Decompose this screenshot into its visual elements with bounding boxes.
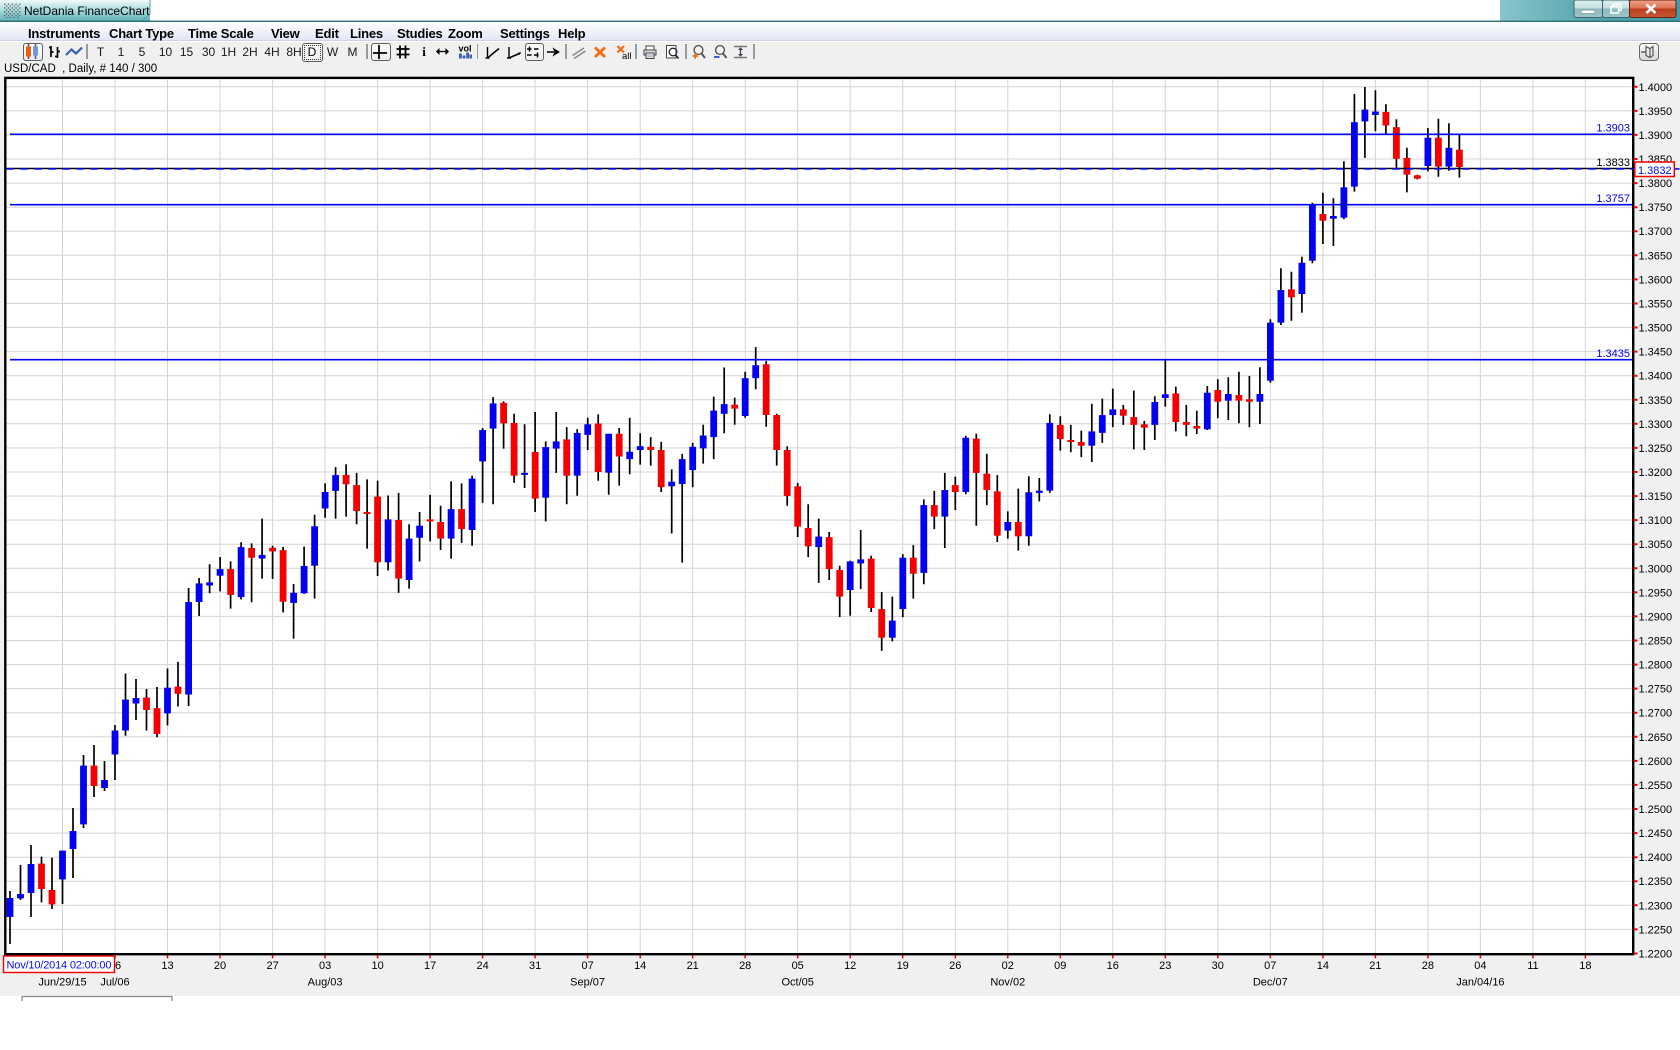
svg-text:1.3000: 1.3000 [1639, 563, 1673, 575]
svg-text:1.2900: 1.2900 [1639, 611, 1673, 623]
svg-text:28: 28 [1422, 960, 1434, 972]
svg-text:17: 17 [424, 960, 436, 972]
svg-text:Jul/06: Jul/06 [100, 977, 129, 989]
svg-text:1.3833: 1.3833 [1596, 157, 1630, 169]
svg-text:Nov/02: Nov/02 [990, 977, 1025, 989]
svg-text:1.3300: 1.3300 [1639, 419, 1673, 431]
svg-text:05: 05 [792, 960, 804, 972]
svg-text:1.4000: 1.4000 [1639, 82, 1673, 94]
svg-text:19: 19 [897, 960, 909, 972]
svg-text:all: all [622, 51, 632, 61]
svg-text:1.2800: 1.2800 [1639, 660, 1673, 672]
svg-text:1.3550: 1.3550 [1639, 299, 1673, 311]
svg-text:14: 14 [1317, 960, 1329, 972]
svg-text:1.3757: 1.3757 [1596, 193, 1630, 205]
svg-text:1.3150: 1.3150 [1639, 491, 1673, 503]
svg-text:Nov/10/2014 02:00:00: Nov/10/2014 02:00:00 [7, 960, 112, 972]
svg-text:vol: vol [459, 44, 472, 54]
svg-text:23: 23 [1159, 960, 1171, 972]
svg-text:1.3100: 1.3100 [1639, 515, 1673, 527]
svg-text:26: 26 [949, 960, 961, 972]
svg-text:1.3900: 1.3900 [1639, 130, 1673, 142]
svg-text:1.3350: 1.3350 [1639, 395, 1673, 407]
svg-text:1.2400: 1.2400 [1639, 852, 1673, 864]
svg-text:1.2650: 1.2650 [1639, 732, 1673, 744]
svg-text:Jun/29/15: Jun/29/15 [38, 977, 86, 989]
svg-text:21: 21 [1369, 960, 1381, 972]
svg-text:07: 07 [1264, 960, 1276, 972]
svg-text:Oct/05: Oct/05 [781, 977, 813, 989]
svg-text:1.3450: 1.3450 [1639, 347, 1673, 359]
svg-text:1.3500: 1.3500 [1639, 323, 1673, 335]
svg-text:Dec/07: Dec/07 [1253, 977, 1288, 989]
svg-text:1.3832: 1.3832 [1638, 165, 1672, 177]
svg-text:Aug/03: Aug/03 [308, 977, 343, 989]
svg-text:1.3750: 1.3750 [1639, 202, 1673, 214]
svg-text:1.3435: 1.3435 [1596, 348, 1630, 360]
svg-text:07: 07 [581, 960, 593, 972]
svg-text:21: 21 [687, 960, 699, 972]
svg-text:Jan/04/16: Jan/04/16 [1456, 977, 1504, 989]
svg-text:1.2300: 1.2300 [1639, 900, 1673, 912]
svg-text:1.2700: 1.2700 [1639, 708, 1673, 720]
svg-text:1.2350: 1.2350 [1639, 876, 1673, 888]
svg-text:1.3400: 1.3400 [1639, 371, 1673, 383]
svg-text:1.3800: 1.3800 [1639, 178, 1673, 190]
svg-text:24: 24 [476, 960, 488, 972]
svg-text:03: 03 [319, 960, 331, 972]
svg-text:11: 11 [1527, 960, 1538, 972]
svg-text:1.3200: 1.3200 [1639, 467, 1673, 479]
svg-text:1.2750: 1.2750 [1639, 684, 1673, 696]
svg-text:28: 28 [739, 960, 751, 972]
svg-text:18: 18 [1579, 960, 1591, 972]
svg-text:1.3050: 1.3050 [1639, 539, 1673, 551]
svg-text:16: 16 [1107, 960, 1119, 972]
svg-text:1.3700: 1.3700 [1639, 226, 1673, 238]
svg-text:1.3650: 1.3650 [1639, 250, 1673, 262]
svg-text:12: 12 [844, 960, 856, 972]
svg-text:04: 04 [1474, 960, 1486, 972]
svg-text:09: 09 [1054, 960, 1066, 972]
svg-text:1.3950: 1.3950 [1639, 106, 1673, 118]
svg-text:1.2450: 1.2450 [1639, 828, 1673, 840]
svg-text:Sep/07: Sep/07 [570, 977, 605, 989]
svg-text:14: 14 [634, 960, 646, 972]
svg-text:10: 10 [371, 960, 383, 972]
svg-text:30: 30 [1212, 960, 1224, 972]
svg-text:13: 13 [161, 960, 173, 972]
svg-text:1.2850: 1.2850 [1639, 636, 1673, 648]
svg-text:27: 27 [266, 960, 278, 972]
svg-text:1.2600: 1.2600 [1639, 756, 1673, 768]
svg-text:02: 02 [1002, 960, 1014, 972]
svg-text:1.2950: 1.2950 [1639, 587, 1673, 599]
svg-text:1.2200: 1.2200 [1639, 949, 1673, 961]
svg-text:1.2250: 1.2250 [1639, 924, 1673, 936]
svg-text:1.2500: 1.2500 [1639, 804, 1673, 816]
svg-text:1.2550: 1.2550 [1639, 780, 1673, 792]
svg-text:31: 31 [529, 960, 541, 972]
svg-text:1.3250: 1.3250 [1639, 443, 1673, 455]
svg-text:1.3600: 1.3600 [1639, 274, 1673, 286]
svg-text:1.3903: 1.3903 [1596, 123, 1630, 135]
svg-text:20: 20 [214, 960, 226, 972]
